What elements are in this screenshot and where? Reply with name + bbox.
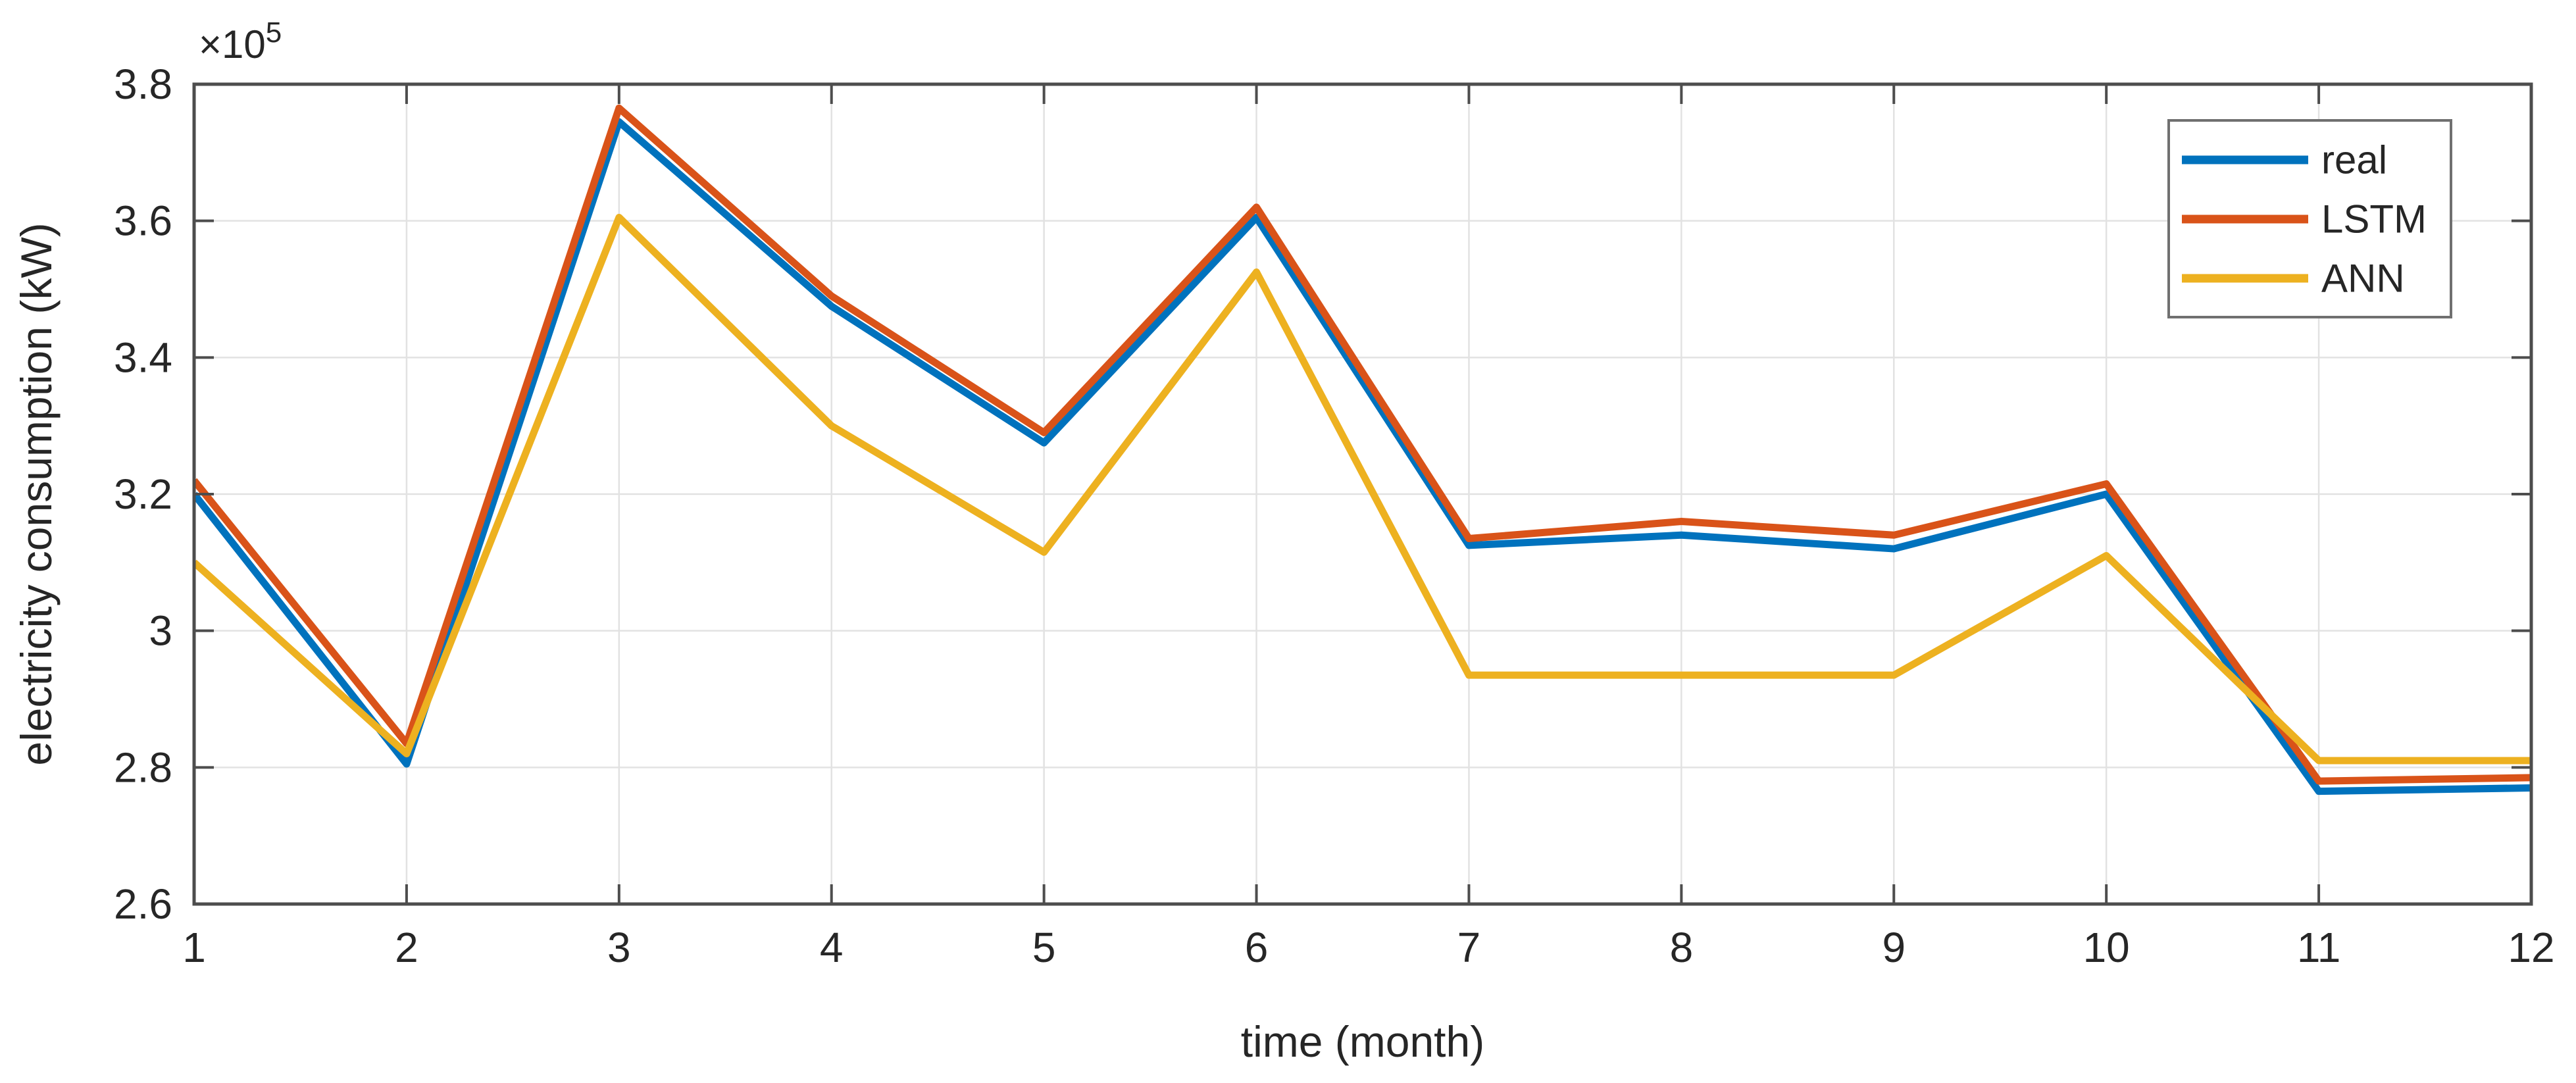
y-axis-offset-label: ×105 bbox=[199, 16, 282, 66]
y-tick-label: 3 bbox=[149, 607, 172, 655]
x-tick-label: 9 bbox=[1882, 924, 1906, 971]
offset-exponent: 5 bbox=[266, 16, 282, 49]
x-tick-label: 8 bbox=[1670, 924, 1694, 971]
legend-label-ANN: ANN bbox=[2321, 257, 2405, 301]
series-lines bbox=[194, 104, 2531, 795]
legend-rows: real LSTM ANN bbox=[2182, 138, 2427, 301]
x-tick-label: 11 bbox=[2297, 924, 2340, 971]
x-tick-label: 10 bbox=[2083, 924, 2130, 971]
x-tick-label: 12 bbox=[2508, 924, 2554, 971]
y-tick-label: 2.6 bbox=[114, 880, 172, 928]
legend-label-LSTM: LSTM bbox=[2321, 197, 2427, 241]
x-tick-label: 3 bbox=[607, 924, 631, 971]
y-axis-title: electricity consumption (kW) bbox=[12, 222, 61, 765]
legend-label-real: real bbox=[2321, 138, 2387, 182]
x-tick-label: 1 bbox=[182, 924, 206, 971]
series-line-real bbox=[194, 118, 2531, 795]
y-tick-label: 3.8 bbox=[114, 61, 172, 108]
x-tick-label: 4 bbox=[820, 924, 844, 971]
tick-marks bbox=[193, 83, 2533, 905]
x-tick-label: 7 bbox=[1457, 924, 1481, 971]
x-axis-title: time (month) bbox=[1241, 1017, 1484, 1066]
y-tick-label: 3.4 bbox=[114, 334, 172, 381]
offset-base: ×10 bbox=[199, 22, 266, 66]
series-line-ANN bbox=[194, 213, 2531, 765]
y-tick-label: 3.6 bbox=[114, 197, 172, 245]
x-tick-label: 2 bbox=[395, 924, 418, 971]
x-tick-label: 6 bbox=[1245, 924, 1269, 971]
legend: real LSTM ANN bbox=[2167, 119, 2452, 318]
tick-labels: 1 2 3 4 5 6 7 8 9 10 11 122.62.833.23.43.63.8 bbox=[114, 61, 2555, 971]
y-tick-label: 3.2 bbox=[114, 470, 172, 518]
series-line-LSTM bbox=[194, 104, 2531, 785]
y-tick-label: 2.8 bbox=[114, 743, 172, 791]
x-tick-label: 5 bbox=[1032, 924, 1056, 971]
gridlines bbox=[194, 84, 2531, 904]
